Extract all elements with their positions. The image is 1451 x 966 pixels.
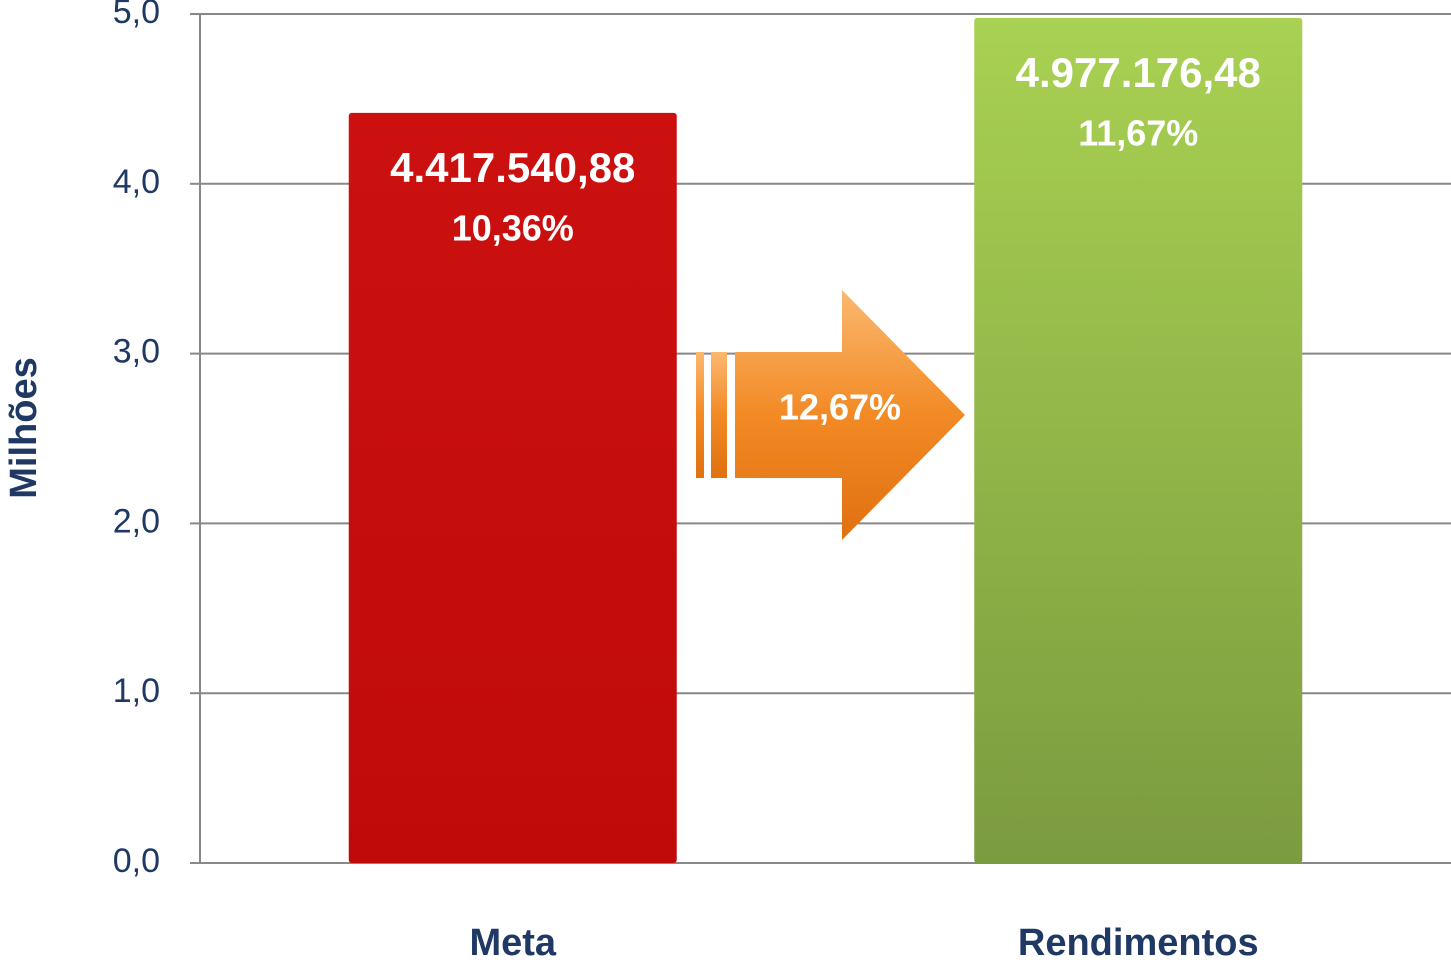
y-tick-label: 5,0 bbox=[113, 0, 160, 31]
bar bbox=[974, 17, 1303, 864]
y-tick-label: 2,0 bbox=[113, 502, 160, 540]
y-tick-label: 4,0 bbox=[113, 163, 160, 201]
percent-label: 10,36% bbox=[452, 207, 574, 248]
bars bbox=[348, 17, 1303, 864]
arrow-shape bbox=[735, 290, 965, 540]
x-tick-label: Meta bbox=[469, 922, 556, 964]
x-tick-label: Rendimentos bbox=[1018, 922, 1259, 964]
y-axis-title: Milhões bbox=[3, 357, 45, 498]
arrow-stripe bbox=[696, 352, 704, 478]
y-tick-label: 3,0 bbox=[113, 333, 160, 371]
arrow-stripe bbox=[711, 352, 727, 478]
y-tick-label: 0,0 bbox=[113, 842, 160, 880]
arrow: 12,67% bbox=[696, 290, 965, 540]
value-label: 4.417.540,88 bbox=[390, 144, 635, 191]
percent-label: 11,67% bbox=[1078, 112, 1198, 153]
bar bbox=[348, 112, 677, 864]
value-label: 4.977.176,48 bbox=[1016, 49, 1261, 96]
y-tick-label: 1,0 bbox=[113, 672, 160, 710]
arrow-label: 12,67% bbox=[779, 387, 901, 428]
